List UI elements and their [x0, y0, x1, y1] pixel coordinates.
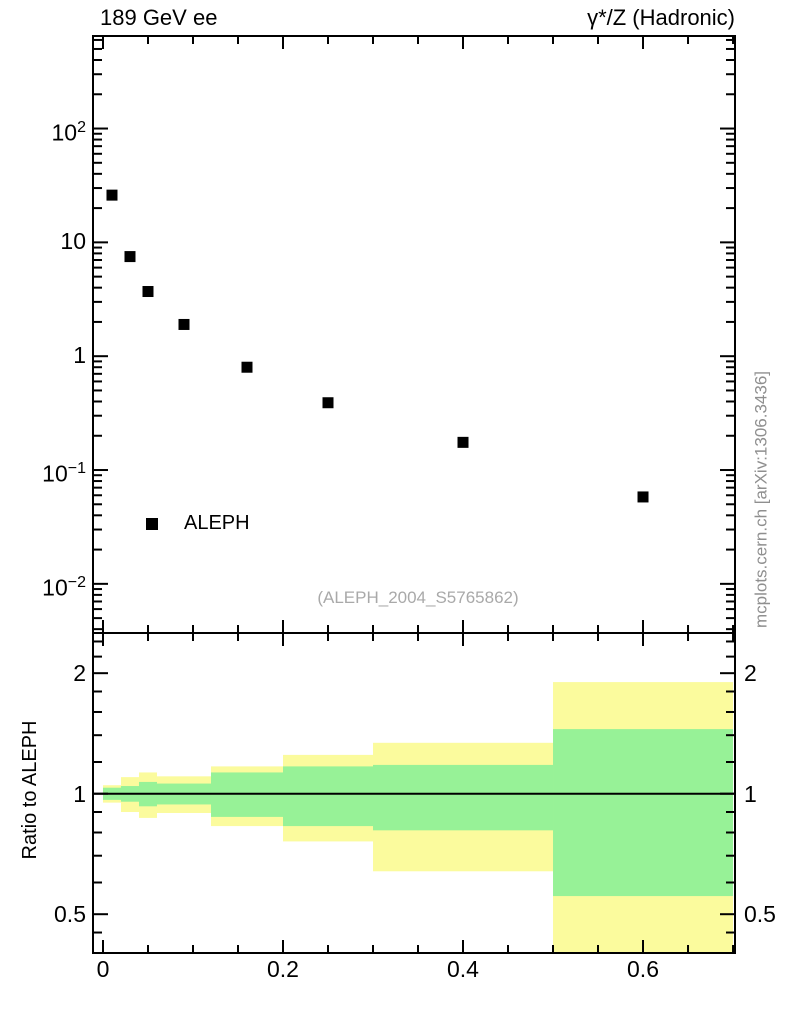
legend-filled-square-icon — [146, 518, 158, 530]
inner-band-bin — [373, 764, 554, 831]
main-frame — [92, 35, 736, 634]
data-point-square — [241, 361, 253, 373]
data-point-square — [457, 436, 469, 448]
main-y-tick-label: 10−2 — [42, 573, 86, 601]
ratio-y-tick-label-left: 1 — [73, 780, 86, 807]
plot-frames — [92, 35, 736, 954]
inner-band-bin — [553, 729, 734, 897]
main-y-tick-label: 102 — [51, 118, 87, 146]
x-tick-label: 0 — [96, 956, 110, 982]
data-point-square — [106, 189, 118, 201]
ratio-y-tick-label-left: 0.5 — [54, 901, 86, 928]
uncertainty-bands — [102, 682, 734, 953]
data-point-square — [142, 286, 154, 298]
main-y-tick-label: 1 — [73, 342, 86, 369]
data-points — [106, 189, 649, 503]
analysis-watermark: (ALEPH_2004_S5765862) — [317, 588, 519, 607]
ratio-axis-title: Ratio to ALEPH — [19, 720, 41, 860]
data-point-square — [124, 251, 136, 263]
mcplots-credit: mcplots.cern.ch [arXiv:1306.3436] — [751, 370, 771, 629]
ratio-y-tick-label-right: 0.5 — [744, 901, 776, 928]
ratio-y-tick-label-right: 2 — [744, 660, 757, 687]
axis-ticks — [94, 37, 735, 952]
ratio-y-tick-label-right: 1 — [744, 780, 757, 807]
data-point-square — [322, 397, 334, 409]
main-y-tick-label: 10 — [60, 228, 86, 255]
x-tick-label: 0.6 — [627, 956, 659, 982]
data-point-square — [178, 318, 190, 330]
process-title: γ*/Z (Hadronic) — [587, 5, 735, 30]
main-y-tick-label: 10−1 — [42, 460, 86, 487]
ratio-frame — [92, 632, 736, 954]
ratio-y-tick-label-left: 2 — [73, 660, 86, 687]
inner-band-bin — [282, 766, 374, 827]
x-tick-label: 0.2 — [266, 956, 299, 982]
beam-energy-title: 189 GeV ee — [100, 5, 218, 30]
data-point-square — [637, 491, 649, 503]
x-tick-label: 0.4 — [447, 956, 479, 982]
legend-label: ALEPH — [184, 512, 250, 534]
